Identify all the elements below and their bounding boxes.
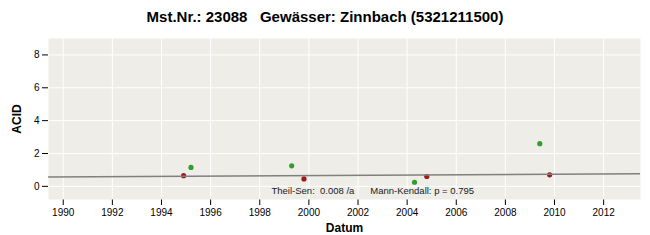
svg-text:2002: 2002 — [347, 207, 370, 218]
svg-text:2010: 2010 — [543, 207, 566, 218]
svg-text:1992: 1992 — [101, 207, 124, 218]
svg-text:2006: 2006 — [445, 207, 468, 218]
svg-text:1996: 1996 — [199, 207, 222, 218]
svg-text:Datum: Datum — [326, 221, 363, 235]
svg-text:1990: 1990 — [52, 207, 75, 218]
svg-text:1994: 1994 — [150, 207, 173, 218]
svg-text:Theil-Sen: 0.008 /a Mann: Theil-Sen: 0.008 /a Mann-Kendall: p = 0.… — [271, 185, 474, 196]
svg-text:2004: 2004 — [396, 207, 419, 218]
svg-text:0: 0 — [34, 181, 40, 192]
svg-text:6: 6 — [34, 82, 40, 93]
svg-text:2: 2 — [34, 148, 40, 159]
svg-text:2012: 2012 — [593, 207, 616, 218]
svg-text:8: 8 — [34, 49, 40, 60]
svg-text:2008: 2008 — [494, 207, 517, 218]
svg-text:1998: 1998 — [249, 207, 272, 218]
html-text:Mst.Nr.: 23088 Gewässer: Zinnb: Mst.Nr.: 23088 Gewässer: Zinnbach (53212… — [146, 8, 504, 25]
svg-text:4: 4 — [34, 115, 40, 126]
svg-text:2000: 2000 — [298, 207, 321, 218]
svg-text:ACID: ACID — [10, 104, 24, 134]
